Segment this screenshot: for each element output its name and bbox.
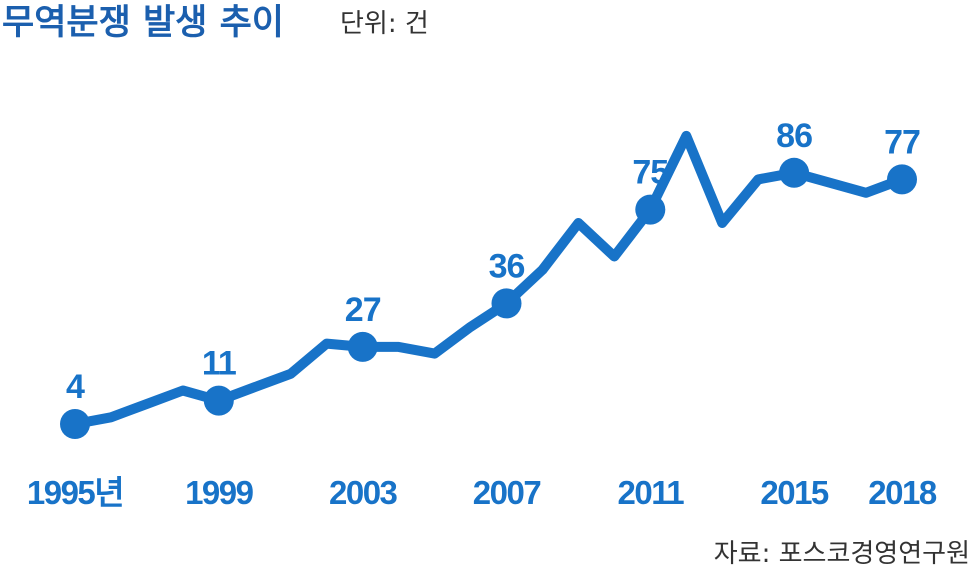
data-label-2015: 86 [776, 117, 812, 155]
data-label-2018: 77 [884, 123, 920, 161]
data-point-2015 [779, 157, 810, 188]
unit-label: 단위: 건 [340, 9, 429, 39]
data-point-1995 [60, 409, 90, 439]
data-label-2007: 36 [489, 247, 525, 285]
data-label-2011: 75 [632, 154, 668, 192]
plot-area: 4 11 27 36 75 86 77 1995년 1999 2003 2007 2011 2015 20… [27, 117, 938, 511]
data-point-2007 [491, 288, 522, 319]
x-tick-label-1999: 1999 [185, 474, 254, 511]
data-label-1999: 11 [202, 345, 236, 383]
x-tick-label-1995: 1995년 [27, 474, 123, 511]
x-tick-label-2007: 2007 [473, 474, 541, 511]
data-label-1995: 4 [66, 368, 85, 406]
x-tick-label-2003: 2003 [329, 474, 398, 511]
data-point-2003 [347, 331, 378, 362]
source-label: 자료: 포스코경영연구원 [714, 539, 970, 569]
data-label-2003: 27 [345, 291, 381, 329]
data-point-2018 [887, 164, 917, 195]
data-point-1999 [203, 385, 234, 416]
x-tick-label-2018: 2018 [868, 474, 937, 511]
x-tick-label-2015: 2015 [760, 474, 829, 511]
x-tick-label-2011: 2011 [618, 474, 685, 511]
data-point-2011 [635, 194, 666, 225]
chart-title: 무역분쟁 발생 추이 [2, 3, 284, 43]
